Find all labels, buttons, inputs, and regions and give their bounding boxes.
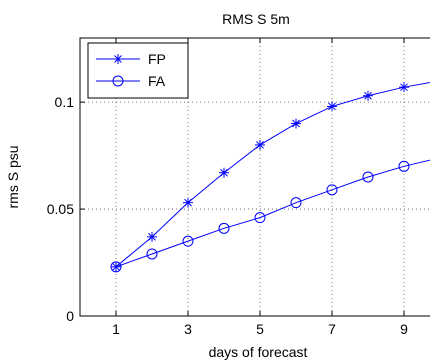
data-point-fa-6	[326, 184, 338, 196]
data-point-fp-8	[399, 82, 409, 93]
x-tick-label-3: 7	[328, 321, 336, 337]
y-axis-label: rms S psu	[5, 145, 21, 208]
data-point-fa-0	[110, 261, 122, 273]
legend: FP FA	[87, 42, 189, 99]
legend-marker-fp	[113, 54, 123, 64]
data-point-fp-4	[255, 139, 265, 150]
data-point-fp-6	[327, 101, 337, 112]
x-tick-label-4: 9	[400, 321, 408, 337]
chart-title: RMS S 5m	[222, 11, 290, 27]
data-point-fa-4	[254, 212, 266, 224]
y-tick-label-2: 0.1	[55, 94, 75, 110]
legend-marker-fa	[112, 75, 124, 87]
series-line-fa	[115, 159, 430, 268]
data-point-fa-2	[182, 235, 194, 247]
axis-ticks: 1 3 5 7 9 0 0.05 0.1	[47, 38, 408, 337]
x-axis-label: days of forecast	[209, 344, 308, 360]
y-tick-label-1: 0.05	[47, 201, 74, 217]
x-tick-label-0: 1	[112, 321, 120, 337]
legend-label-fa: FA	[148, 73, 166, 89]
x-tick-label-2: 5	[256, 321, 264, 337]
series-layer	[110, 82, 430, 273]
y-tick-label-0: 0	[66, 308, 74, 324]
data-point-fp-1	[147, 231, 157, 242]
data-point-fa-3	[218, 222, 230, 234]
data-point-fa-1	[146, 248, 158, 260]
x-tick-label-1: 3	[184, 321, 192, 337]
data-point-fa-8	[398, 160, 410, 172]
legend-label-fp: FP	[148, 51, 166, 67]
data-point-fp-7	[363, 90, 373, 101]
data-point-fp-5	[291, 118, 301, 129]
legend-box	[87, 42, 189, 99]
data-point-fa-7	[362, 171, 374, 183]
grid-lines	[80, 38, 430, 316]
data-point-fa-5	[290, 197, 302, 209]
data-point-fp-2	[183, 197, 193, 208]
series-line-fp	[115, 82, 430, 268]
data-point-fp-3	[219, 167, 229, 178]
